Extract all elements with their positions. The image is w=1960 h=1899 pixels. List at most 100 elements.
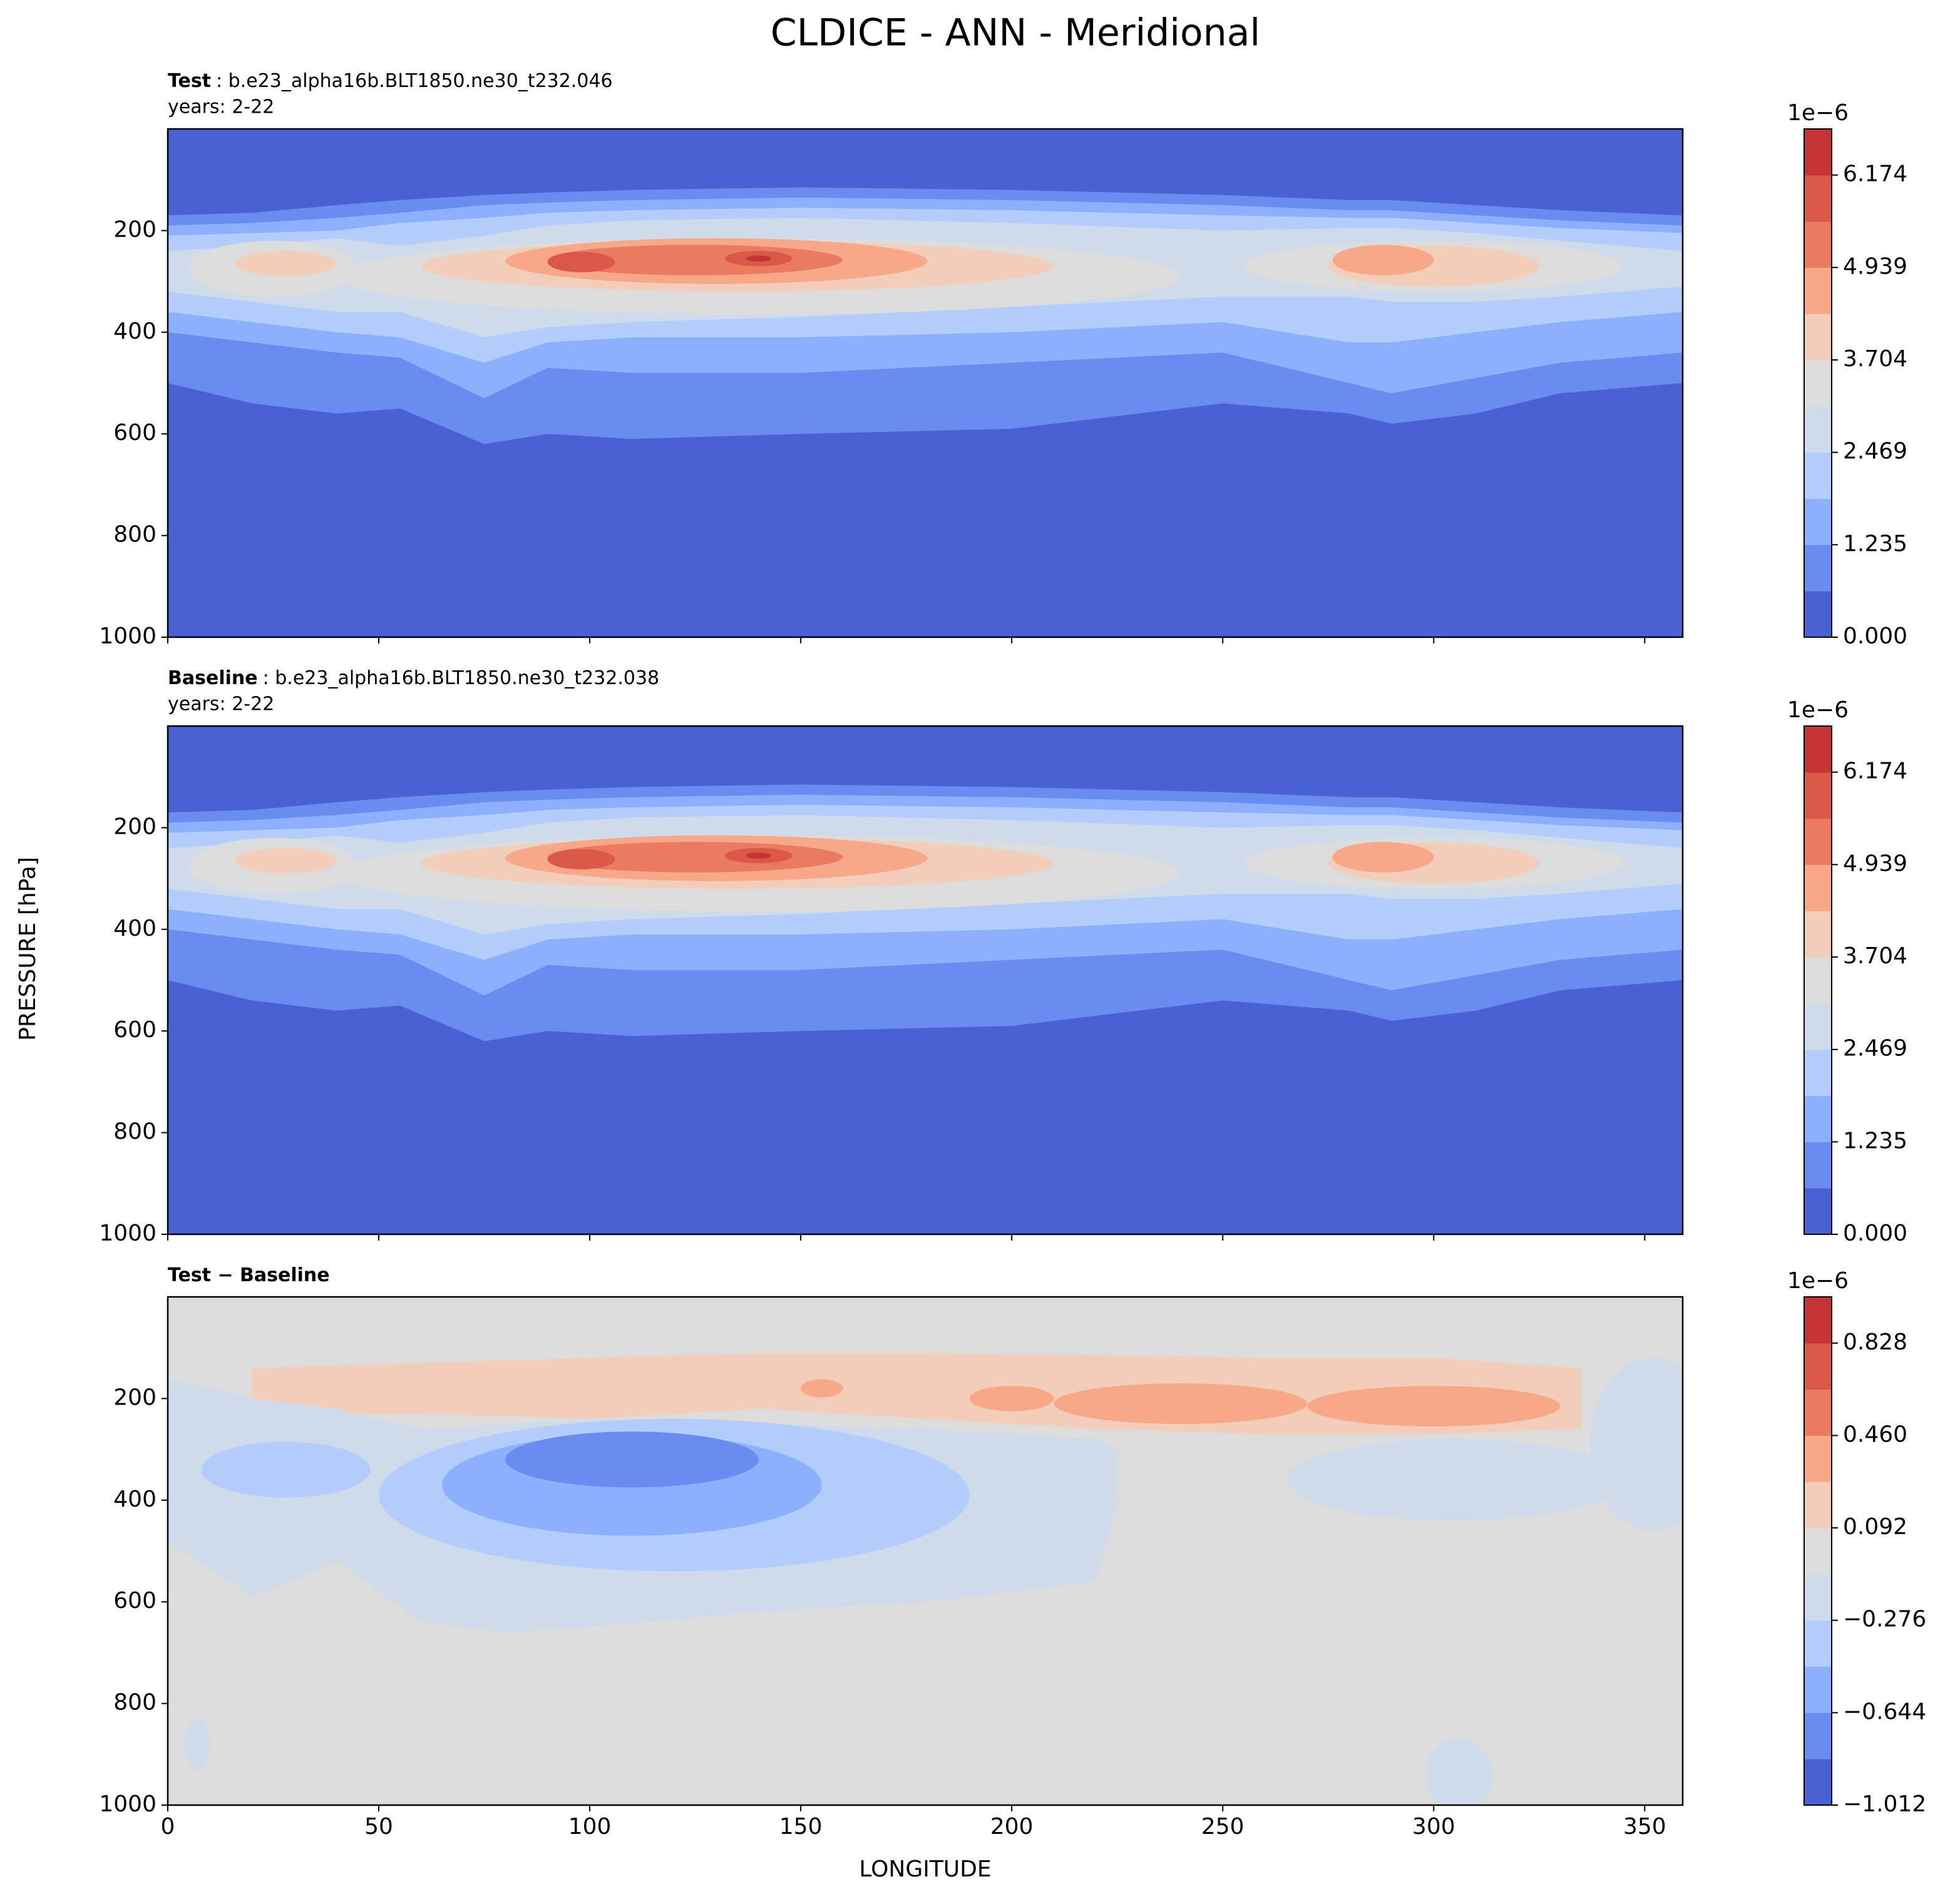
panel-title-bold: Test − Baseline: [168, 1264, 330, 1286]
colorbar-tick-label: −0.644: [1843, 1699, 1926, 1724]
contour-field: [168, 1297, 1683, 1805]
panel-years: years: 2-22: [168, 694, 274, 715]
colorbar-band: [1804, 1528, 1832, 1575]
colorbar-band: [1804, 545, 1832, 591]
x-tick-label: 350: [1623, 1814, 1666, 1840]
figure-title: CLDICE - ANN - Meridional: [771, 11, 1260, 55]
colorbar-frame: [1804, 725, 1832, 1235]
y-tick-label: 1000: [99, 623, 156, 649]
plot-frame: [167, 1296, 1684, 1806]
colorbar-band: [1804, 1482, 1832, 1528]
colorbar-tick-label: 1.235: [1843, 531, 1907, 556]
y-tick-label: 400: [113, 1487, 156, 1512]
colorbar-band: [1804, 1574, 1832, 1621]
contour-blob: [235, 847, 337, 874]
colorbar-tick-label: 0.460: [1843, 1421, 1907, 1447]
colorbar-band: [1804, 957, 1832, 1004]
colorbar-tick-label: 6.174: [1843, 161, 1907, 187]
colorbar-tick-label: −1.012: [1843, 1791, 1926, 1817]
panel-subtitle: : b.e23_alpha16b.BLT1850.ne30_t232.038: [263, 667, 660, 689]
contour-field: [168, 726, 1683, 1234]
colorbar-band: [1804, 591, 1832, 638]
colorbar-tick-label: 0.092: [1843, 1514, 1907, 1540]
colorbar-band: [1804, 726, 1832, 773]
panel-title: Baseline: b.e23_alpha16b.BLT1850.ne30_t2…: [168, 667, 659, 689]
x-tick-label: 0: [161, 1814, 175, 1840]
y-axis-label: PRESSURE [hPa]: [15, 857, 41, 1041]
colorbar-band: [1804, 175, 1832, 222]
colorbar-tick-label: 2.469: [1843, 439, 1907, 464]
colorbar-offset: 1e−6: [1787, 100, 1849, 126]
colorbar-band: [1804, 406, 1832, 453]
y-tick-label: 1000: [99, 1221, 156, 1246]
colorbar-band: [1804, 267, 1832, 314]
y-tick-label: 600: [113, 420, 156, 446]
colorbar-tick-label: −0.276: [1843, 1607, 1926, 1632]
colorbar-band: [1804, 1620, 1832, 1667]
contour-blob: [201, 1441, 371, 1498]
y-tick-label: 600: [113, 1588, 156, 1614]
colorbar-band: [1804, 1095, 1832, 1142]
panel-title-bold: Baseline: [168, 667, 258, 689]
colorbar-band: [1804, 314, 1832, 361]
colorbar-band: [1804, 1297, 1832, 1344]
colorbar-tick-label: 4.939: [1843, 851, 1907, 876]
colorbar-band: [1804, 1435, 1832, 1482]
y-tick-label: 800: [113, 522, 156, 548]
colorbar-band: [1804, 1666, 1832, 1713]
colorbar-tick-label: 1.235: [1843, 1128, 1907, 1154]
plot-frame: [167, 725, 1684, 1236]
y-tick-label: 400: [113, 319, 156, 344]
contour-blob: [547, 252, 615, 272]
contour-blob: [1286, 1439, 1624, 1521]
contour-blob: [1425, 1739, 1493, 1805]
contour-blob: [184, 1718, 210, 1770]
contour-blob: [746, 852, 771, 859]
contour-blob: [1307, 1386, 1561, 1427]
x-tick-label: 50: [364, 1814, 393, 1840]
colorbar-band: [1804, 772, 1832, 819]
colorbar-band: [1804, 1142, 1832, 1189]
y-tick-label: 200: [113, 1385, 156, 1410]
panel-years: years: 2-22: [168, 96, 274, 118]
contour-blob: [235, 250, 337, 277]
contour-blob: [505, 1431, 759, 1488]
contour-blob: [1589, 1358, 1683, 1531]
colorbar-band: [1804, 818, 1832, 865]
colorbar-tick-label: 0.000: [1843, 1221, 1907, 1246]
colorbar-band: [1804, 1389, 1832, 1436]
colorbar-tick-label: 0.828: [1843, 1329, 1907, 1355]
colorbar-band: [1804, 1712, 1832, 1759]
panel-title: Test − Baseline: [168, 1264, 330, 1286]
colorbar-band: [1804, 911, 1832, 958]
colorbar-band: [1804, 864, 1832, 911]
colorbar-band: [1804, 1343, 1832, 1390]
y-tick-label: 400: [113, 916, 156, 941]
colorbar-band: [1804, 498, 1832, 545]
colorbar-band: [1804, 452, 1832, 499]
colorbar-offset: 1e−6: [1787, 697, 1849, 723]
contour-blob: [969, 1386, 1054, 1411]
panel-subtitle: : b.e23_alpha16b.BLT1850.ne30_t232.046: [216, 70, 613, 92]
colorbar-band: [1804, 221, 1832, 268]
x-tick-label: 150: [779, 1814, 823, 1840]
contour-blob: [1332, 245, 1434, 275]
colorbar-band: [1804, 129, 1832, 176]
colorbar-tick-label: 0.000: [1843, 623, 1907, 649]
colorbar-band: [1804, 1188, 1832, 1235]
x-tick-label: 300: [1412, 1814, 1455, 1840]
colorbar-tick-label: 6.174: [1843, 759, 1907, 784]
x-axis-label: LONGITUDE: [859, 1856, 991, 1882]
colorbar-tick-label: 3.704: [1843, 346, 1907, 372]
y-tick-label: 1000: [99, 1791, 156, 1817]
colorbar-tick-label: 2.469: [1843, 1036, 1907, 1062]
contour-blob: [547, 849, 615, 869]
panel-title-bold: Test: [168, 70, 211, 92]
contour-blob: [1054, 1383, 1308, 1424]
x-tick-label: 100: [568, 1814, 612, 1840]
contour-blob: [746, 255, 771, 262]
y-tick-label: 200: [113, 814, 156, 839]
colorbar-offset: 1e−6: [1787, 1268, 1849, 1294]
y-tick-label: 800: [113, 1119, 156, 1145]
y-tick-label: 600: [113, 1017, 156, 1043]
